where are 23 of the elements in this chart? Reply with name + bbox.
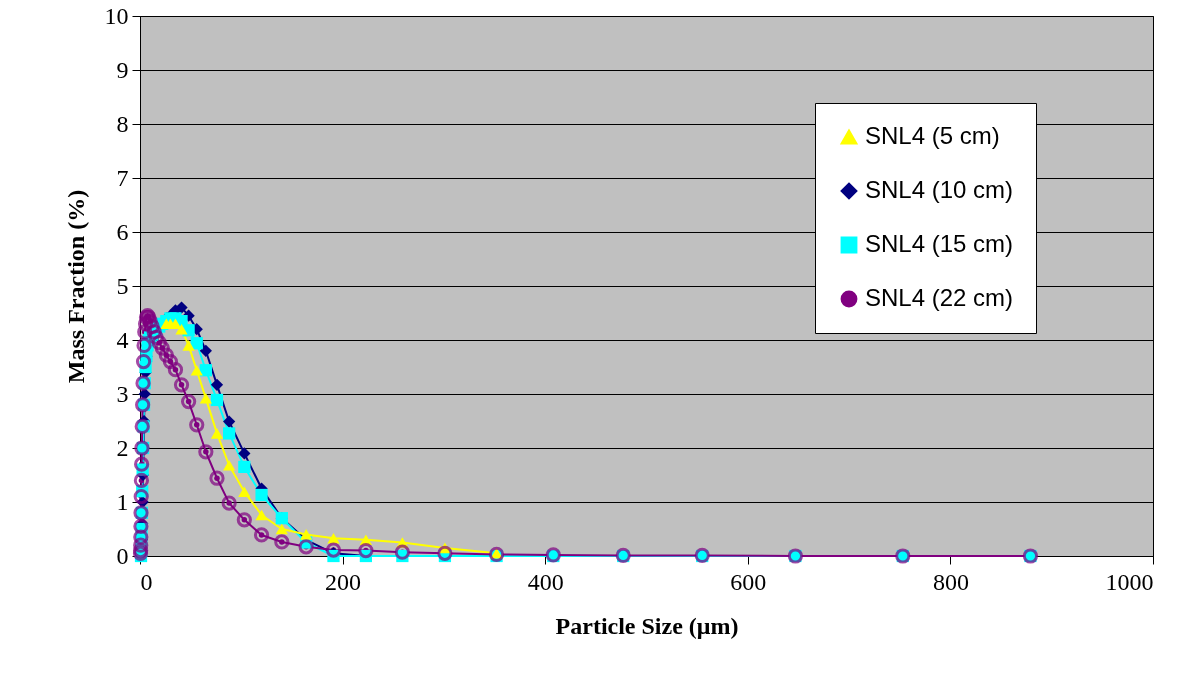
legend-label: SNL4 (5 cm) <box>865 122 1000 149</box>
x-axis-title: Particle Size (μm) <box>555 612 739 639</box>
y-axis-title: Mass Fraction (%) <box>62 189 89 384</box>
x-tick-label: 400 <box>527 568 564 595</box>
y-tick-label: 2 <box>116 434 129 461</box>
y-tick-label: 4 <box>116 326 129 353</box>
x-tick-label: 200 <box>325 568 362 595</box>
y-tick-label: 8 <box>116 110 129 137</box>
y-tick-label: 6 <box>116 218 129 245</box>
x-tick-label: 0 <box>140 568 153 595</box>
y-tick-label: 7 <box>116 164 129 191</box>
y-tick-label: 5 <box>116 272 129 299</box>
x-tick-label: 800 <box>932 568 969 595</box>
y-tick-label: 9 <box>116 56 129 83</box>
x-tick-label: 1000 <box>1105 568 1154 595</box>
y-tick-label: 0 <box>116 542 129 569</box>
x-tick-label: 600 <box>730 568 767 595</box>
legend-label: SNL4 (15 cm) <box>865 230 1014 257</box>
y-tick-label: 10 <box>104 2 129 29</box>
y-tick-label: 1 <box>116 488 129 515</box>
y-tick-label: 3 <box>116 380 129 407</box>
legend-label: SNL4 (10 cm) <box>865 176 1014 203</box>
legend-label: SNL4 (22 cm) <box>865 284 1014 311</box>
